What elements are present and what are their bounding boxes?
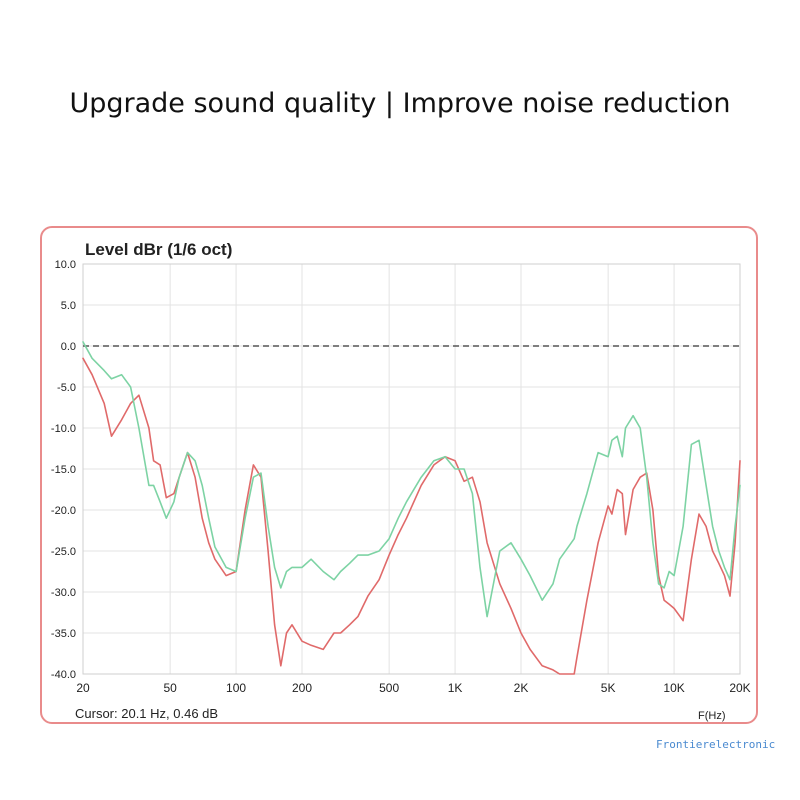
series-line-2 — [82, 341, 741, 618]
y-tick-label: -25.0 — [51, 546, 76, 558]
frequency-response-chart: 10.0 5.0 0.0 -5.0 -10.0 -15.0 -20.0 -25.0 -30.0 -… — [51, 259, 751, 695]
y-tick-label: -35.0 — [51, 628, 76, 640]
y-tick-label: -10.0 — [51, 423, 76, 435]
y-tick-label: 0.0 — [61, 341, 76, 353]
x-tick-label: 200 — [292, 681, 312, 695]
series-line-1 — [82, 357, 741, 675]
y-tick-label: -30.0 — [51, 587, 76, 599]
x-tick-label: 500 — [379, 681, 399, 695]
chart-panel: 10.0 5.0 0.0 -5.0 -10.0 -15.0 -20.0 -25.0 -30.0 -… — [40, 226, 758, 724]
y-tick-label: -40.0 — [51, 669, 76, 681]
y-tick-label: -20.0 — [51, 505, 76, 517]
x-tick-label: 50 — [163, 681, 177, 695]
watermark-text: Frontierelectronic — [656, 738, 776, 751]
y-tick-label: -15.0 — [51, 464, 76, 476]
x-tick-label: 2K — [514, 681, 529, 695]
x-tick-label: 10K — [663, 681, 684, 695]
y-tick-label: 5.0 — [61, 300, 76, 312]
cursor-readout: Cursor: 20.1 Hz, 0.46 dB — [75, 706, 219, 721]
x-tick-label: 20K — [729, 681, 750, 695]
x-axis-label: F(Hz) — [698, 710, 726, 722]
x-tick-label: 1K — [448, 681, 463, 695]
headline: Upgrade sound quality | Improve noise re… — [69, 88, 731, 119]
x-tick-label: 100 — [226, 681, 246, 695]
x-tick-label: 5K — [601, 681, 616, 695]
chart-title: Level dBr (1/6 oct) — [85, 240, 233, 259]
x-tick-label: 20 — [76, 681, 90, 695]
y-tick-label: 10.0 — [55, 259, 76, 271]
y-tick-label: -5.0 — [57, 382, 76, 394]
